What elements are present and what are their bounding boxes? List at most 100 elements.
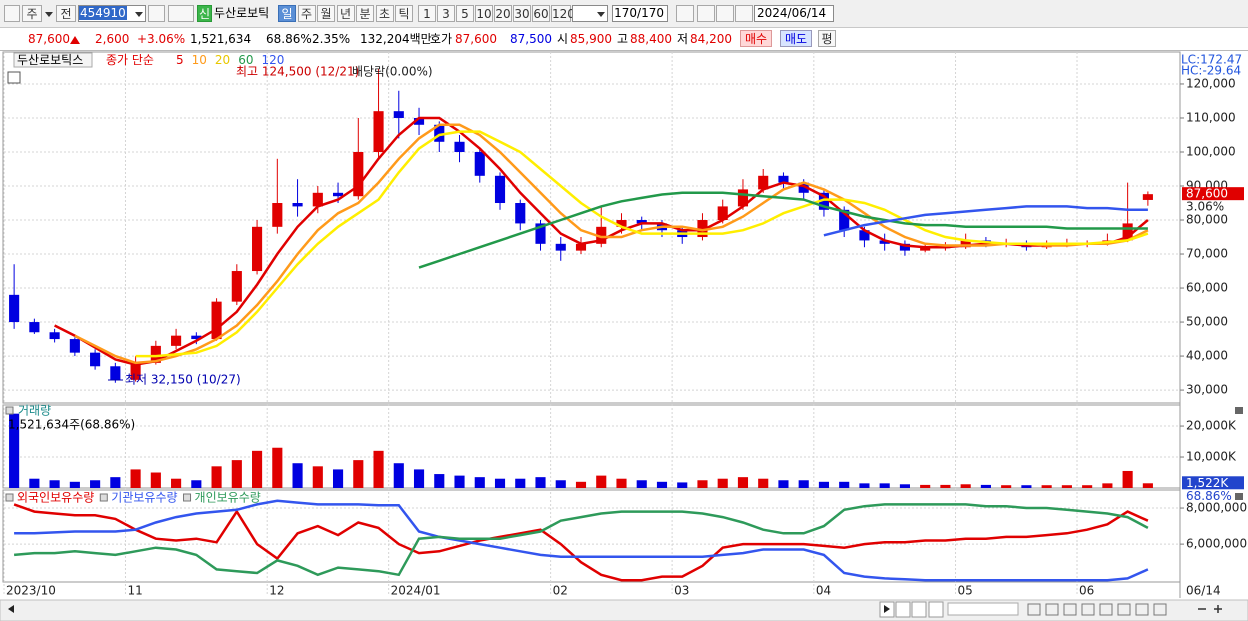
volume-bar (191, 480, 202, 488)
y-tick-label: 6,000,000 (1186, 537, 1247, 551)
date-input[interactable]: 2024/06/14 (754, 5, 834, 22)
high-price: 88,400 (630, 32, 672, 46)
toolbar-button[interactable]: 초 (375, 5, 394, 22)
settings-button[interactable] (735, 5, 753, 22)
annotation-dividend: 배당락(0.00%) (352, 65, 433, 79)
volume-bar (49, 480, 60, 488)
volume-bar (616, 478, 627, 488)
volume-bar (656, 481, 668, 488)
x-tick-label: 03 (674, 584, 689, 598)
toolbar-button[interactable]: 60 (532, 5, 550, 22)
volume-bar (252, 450, 263, 488)
volume-bar (798, 480, 809, 488)
toolbar-button[interactable]: 틱 (395, 5, 413, 22)
save-button[interactable] (716, 5, 734, 22)
x-tick-label: 2024/01 (391, 584, 441, 598)
toolbar-button[interactable]: 1 (418, 5, 436, 22)
layout-button[interactable] (4, 5, 20, 22)
volume-bar (920, 484, 931, 488)
ma-line (823, 205, 1148, 237)
volume: 1,521,634 (190, 32, 252, 46)
legend-icon (5, 493, 14, 502)
volume-bar (292, 463, 303, 488)
volume-bar (90, 480, 101, 488)
x-tick-label: 11 (127, 584, 142, 598)
legend-entry: 10 (192, 53, 207, 67)
count-input[interactable]: 170/170 (612, 5, 668, 22)
legend-entry: 60 (238, 53, 253, 67)
panel-icon (5, 406, 14, 415)
volume-bar (1102, 483, 1113, 488)
bid-label: 호가 (430, 32, 453, 46)
volume-bar (1041, 485, 1052, 488)
candle-body (413, 117, 425, 125)
open-price: 85,900 (570, 32, 612, 46)
volume-bar (69, 481, 80, 488)
toolbar-button[interactable]: 월 (317, 5, 335, 22)
candle-body (737, 189, 749, 207)
code-input[interactable]: 454910 (78, 5, 146, 22)
scroll-thumb (947, 602, 1019, 616)
search-button[interactable] (148, 5, 165, 22)
candle-body (859, 230, 870, 241)
change-rate: +3.06% (137, 32, 186, 46)
buy-button[interactable]: 매수 (740, 30, 772, 47)
candle-body (332, 192, 344, 197)
toolbar-button[interactable]: 일 (278, 5, 296, 22)
tool-button[interactable] (676, 5, 694, 22)
toolbar-button[interactable]: 10 (475, 5, 493, 22)
candle-body (1142, 194, 1153, 200)
code-text: 454910 (79, 6, 127, 20)
candle-body (292, 203, 303, 207)
interval-select[interactable] (572, 5, 608, 22)
ma-line (74, 123, 1149, 365)
y-tick-label: 30,000 (1186, 383, 1228, 397)
tool-button[interactable] (697, 5, 715, 22)
tool-icon (1099, 603, 1113, 616)
tool-icon (1045, 603, 1059, 616)
toolbar-button[interactable]: 30 (513, 5, 531, 22)
toolbar-button[interactable]: 분 (356, 5, 374, 22)
toolbar-button[interactable]: 120 (551, 5, 575, 22)
plot-background (0, 51, 1248, 599)
toolbar-button[interactable]: 주 (297, 5, 316, 22)
candle-body (920, 247, 931, 251)
candle-body (29, 322, 40, 333)
volume-bar (818, 481, 830, 488)
toolbar-button[interactable]: 5 (456, 5, 474, 22)
annotation-high: 최고 124,500 (12/21) (236, 65, 359, 79)
bid-price: 87,500 (510, 32, 552, 46)
volume-bar (211, 466, 222, 488)
y-tick-label: 40,000 (1186, 349, 1228, 363)
new-badge: 신 (197, 5, 212, 22)
volume-bar (171, 478, 182, 488)
y-tick-label: 80,000 (1186, 213, 1228, 227)
panel-title: 거래량 (18, 404, 51, 418)
avg-button[interactable]: 평 (818, 30, 836, 47)
annotation-low: 최저 32,150 (10/27) (125, 373, 241, 387)
market-select[interactable]: 주 (22, 5, 42, 22)
dropdown-arrow (45, 12, 53, 17)
toolbar-button[interactable]: 3 (437, 5, 455, 22)
price-marker (1182, 187, 1244, 201)
candle-body (960, 240, 971, 248)
high-label: 고 (617, 32, 629, 46)
candle-body (69, 339, 80, 353)
candle-body (717, 206, 728, 221)
volume-bar (737, 477, 749, 488)
x-end-label: 06/14 (1186, 584, 1221, 598)
toolbar-button[interactable]: 20 (494, 5, 512, 22)
volume-bar (1122, 470, 1133, 488)
toolbar-button[interactable]: 년 (336, 5, 355, 22)
legend-box (13, 52, 93, 68)
y-tick-label: 10,000K (1186, 450, 1237, 464)
scope-button[interactable]: 전 (56, 5, 76, 22)
scroll-button (895, 601, 911, 618)
sell-button[interactable]: 매도 (780, 30, 812, 47)
prev-next-button[interactable] (168, 5, 194, 22)
quote-bar: 87,600 2,600 +3.06% 1,521,634 68.86% 2.3… (0, 28, 1248, 51)
volume-bar (859, 483, 870, 488)
candle-body (191, 335, 202, 340)
